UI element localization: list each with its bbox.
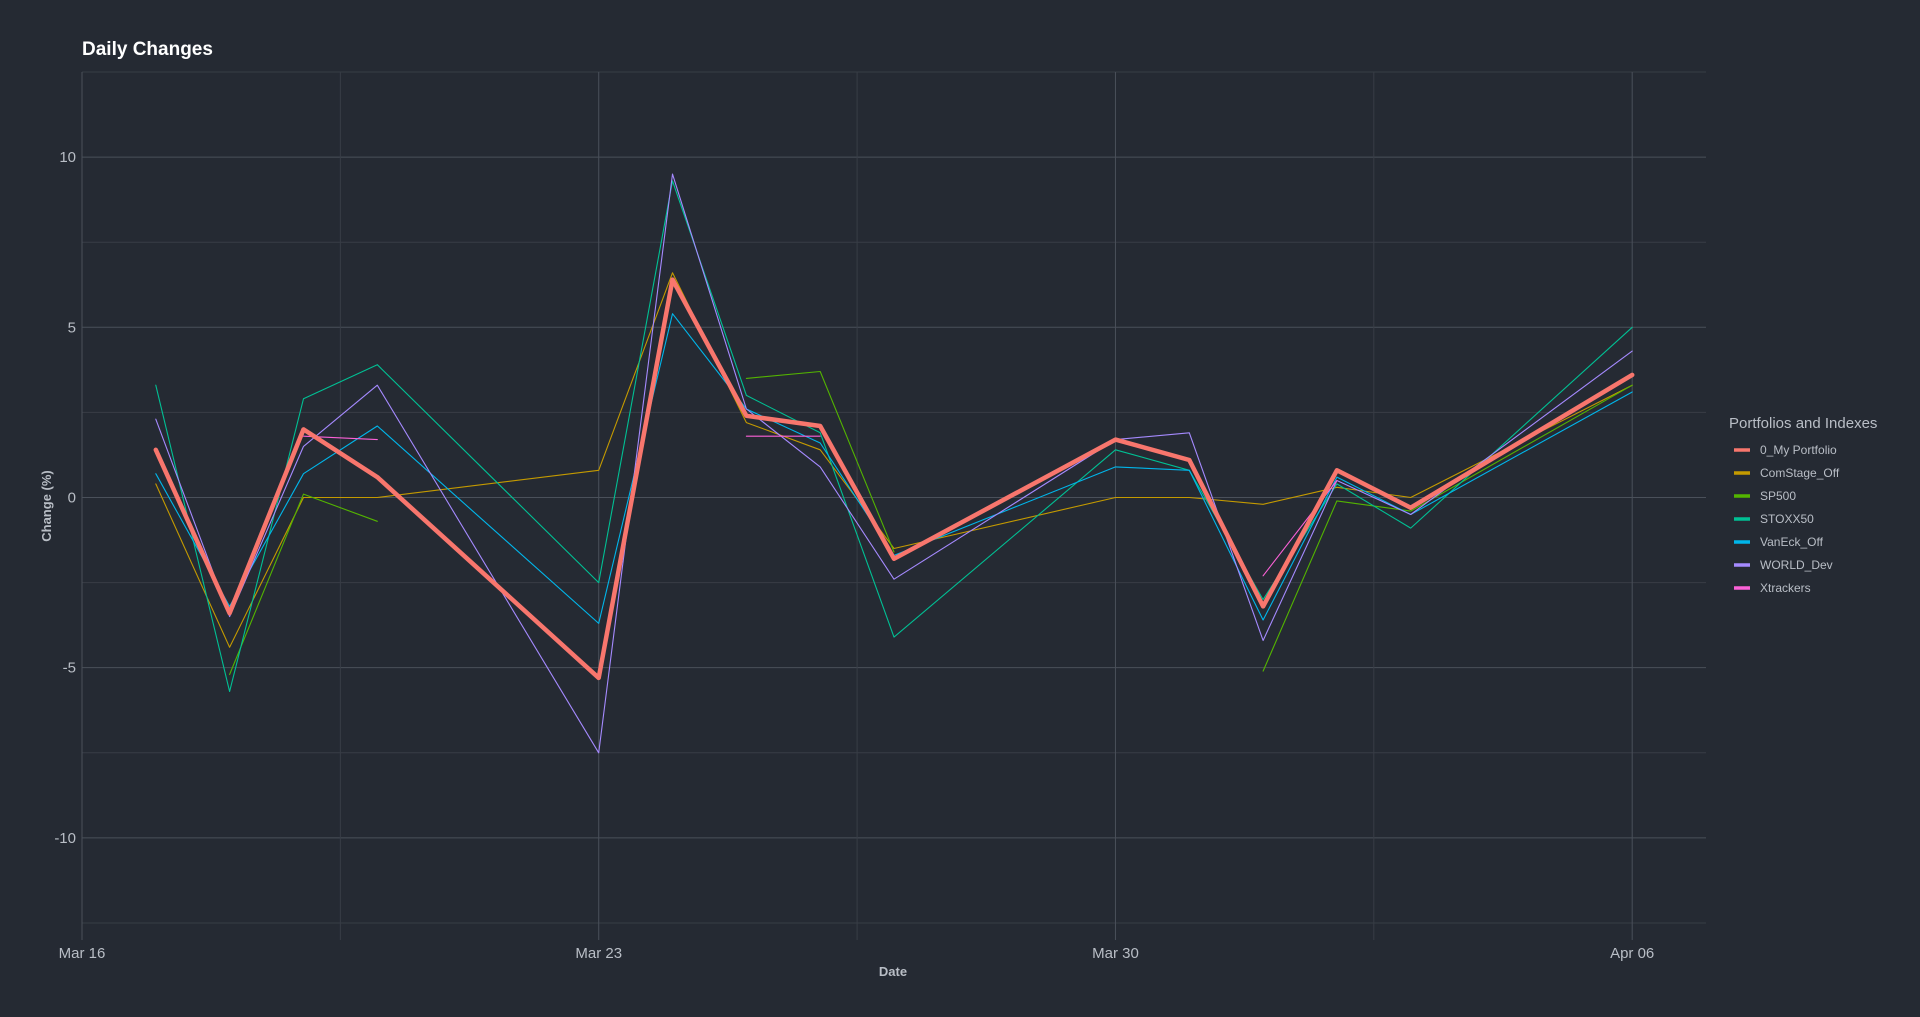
series-line-segment [745, 370, 895, 553]
legend-item: SP500 [1734, 489, 1796, 503]
x-tick-label: Mar 16 [59, 945, 106, 962]
legend-item: VanEck_Off [1734, 535, 1824, 549]
legend-item: STOXX50 [1734, 512, 1814, 526]
series-lines [153, 173, 1635, 754]
legend-title: Portfolios and Indexes [1729, 415, 1877, 432]
y-axis-ticks: -10 -5 0 5 10 [54, 149, 76, 847]
series-sp500 [229, 370, 1633, 676]
legend-item: WORLD_Dev [1734, 558, 1833, 572]
series-stoxx50 [155, 180, 1633, 693]
legend-label: 0_My Portfolio [1760, 443, 1837, 457]
legend-label: SP500 [1760, 489, 1796, 503]
y-axis-label: Change (%) [39, 470, 54, 542]
legend-label: VanEck_Off [1760, 535, 1824, 549]
series-line-segment [155, 173, 1633, 754]
legend-items: 0_My Portfolio ComStage_Off SP500 STOXX50 Va… [1734, 443, 1840, 595]
chart-title: Daily Changes [82, 39, 213, 60]
legend-label: Xtrackers [1760, 581, 1811, 595]
x-tick-label: Apr 06 [1610, 945, 1654, 962]
grid-lines [81, 71, 1706, 940]
series-vaneck-off [155, 313, 1633, 624]
series-world-dev [155, 173, 1633, 754]
x-axis-label: Date [879, 964, 907, 979]
series-comstage-off [155, 272, 1633, 648]
legend-item: Xtrackers [1734, 581, 1811, 595]
series-line-segment [229, 493, 378, 676]
y-tick-label: 5 [68, 319, 76, 336]
y-tick-label: 10 [59, 149, 76, 166]
legend-label: STOXX50 [1760, 512, 1814, 526]
y-tick-label: -10 [54, 830, 76, 847]
series-0-my-portfolio [153, 277, 1635, 681]
series-line-segment [155, 180, 1633, 693]
series-line-segment [155, 272, 1633, 648]
x-tick-label: Mar 30 [1092, 945, 1139, 962]
x-axis-ticks: Mar 16 Mar 23 Mar 30 Apr 06 [59, 945, 1655, 962]
legend-label: WORLD_Dev [1760, 558, 1833, 572]
legend-item: ComStage_Off [1734, 466, 1840, 480]
series-line-segment [153, 277, 1635, 681]
x-tick-label: Mar 23 [575, 945, 622, 962]
legend: Portfolios and Indexes 0_My Portfolio Com… [1729, 415, 1877, 595]
series-line-segment [155, 313, 1633, 624]
legend-item: 0_My Portfolio [1734, 443, 1837, 457]
y-tick-label: 0 [68, 489, 76, 506]
legend-label: ComStage_Off [1760, 466, 1840, 480]
series-line-segment [1262, 384, 1633, 672]
y-tick-label: -5 [63, 660, 76, 677]
